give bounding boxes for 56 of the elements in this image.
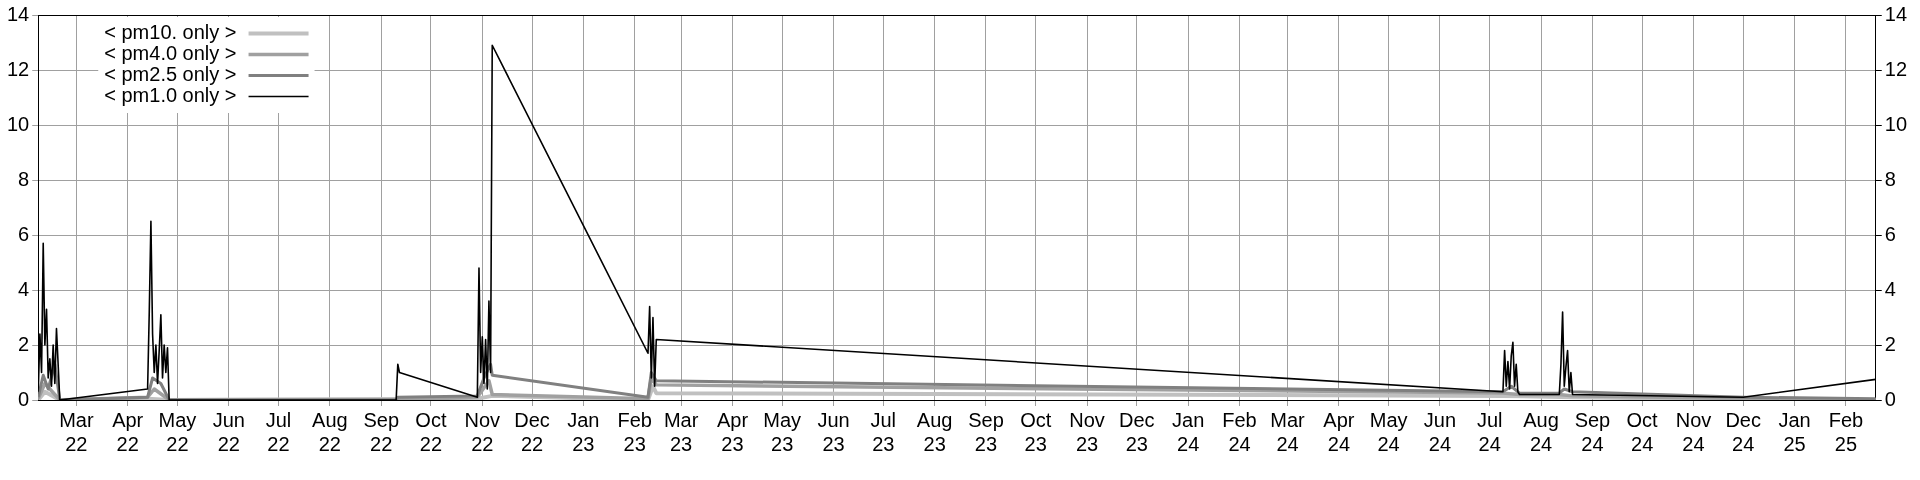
y-tick-label: 0 bbox=[18, 387, 30, 410]
y2-tick-label: 2 bbox=[1884, 332, 1896, 355]
y-tick-label: 8 bbox=[18, 167, 30, 190]
x-tick-label: Apr 22 bbox=[112, 408, 144, 455]
x-tick-label: Dec 24 bbox=[1725, 408, 1761, 455]
y2-tick-label: 14 bbox=[1884, 2, 1907, 25]
x-tick-label: Jun 22 bbox=[212, 408, 245, 455]
x-tick-label: Jul 22 bbox=[265, 408, 292, 455]
legend-label: < pm4.0 only > bbox=[104, 42, 237, 65]
x-tick-label: Sep 22 bbox=[363, 408, 400, 455]
x-tick-label: Jan 24 bbox=[1172, 408, 1205, 455]
x-tick-label: Apr 24 bbox=[1323, 408, 1355, 455]
y-tick-label: 6 bbox=[18, 222, 30, 245]
x-tick-label: Jan 25 bbox=[1778, 408, 1811, 455]
x-tick-label: Oct 22 bbox=[415, 408, 447, 455]
y2-tick-label: 8 bbox=[1884, 167, 1896, 190]
x-tick-label: Mar 24 bbox=[1270, 408, 1306, 455]
x-tick-label: Aug 23 bbox=[916, 408, 953, 455]
x-tick-label: May 22 bbox=[158, 408, 197, 455]
x-tick-label: Nov 22 bbox=[464, 408, 501, 455]
x-tick-label: Jul 23 bbox=[870, 408, 897, 455]
x-tick-label: Jun 24 bbox=[1423, 408, 1457, 455]
y-tick-label: 10 bbox=[7, 112, 30, 135]
x-tick-label: Jul 24 bbox=[1476, 408, 1503, 455]
y2-tick-label: 6 bbox=[1884, 222, 1896, 245]
x-tick-label: Apr 23 bbox=[716, 408, 749, 455]
x-tick-label: Aug 24 bbox=[1523, 408, 1559, 455]
x-tick-label: Jun 23 bbox=[817, 408, 850, 455]
y-tick-label: 12 bbox=[7, 57, 30, 80]
x-tick-label: Nov 23 bbox=[1069, 408, 1105, 455]
x-tick-label: May 24 bbox=[1369, 408, 1408, 455]
x-tick-label: Dec 22 bbox=[514, 408, 550, 455]
y2-tick-label: 0 bbox=[1884, 387, 1896, 410]
x-tick-label: Oct 23 bbox=[1020, 408, 1052, 455]
y-tick-label: 4 bbox=[18, 277, 30, 300]
x-tick-label: Aug 22 bbox=[312, 408, 348, 455]
x-tick-label: May 23 bbox=[763, 408, 802, 455]
legend-label: < pm10. only > bbox=[104, 21, 237, 44]
legend-label: < pm1.0 only > bbox=[104, 84, 237, 107]
x-tick-label: Feb 25 bbox=[1828, 408, 1864, 455]
x-tick-label: Sep 24 bbox=[1574, 408, 1611, 455]
y2-tick-label: 4 bbox=[1884, 277, 1896, 300]
y2-tick-label: 10 bbox=[1884, 112, 1907, 135]
legend-label: < pm2.5 only > bbox=[104, 63, 237, 86]
x-tick-label: Jan 23 bbox=[567, 408, 600, 455]
x-tick-label: Feb 24 bbox=[1222, 408, 1257, 455]
y-tick-label: 2 bbox=[18, 332, 30, 355]
x-tick-label: Mar 23 bbox=[663, 408, 699, 455]
y-tick-label: 14 bbox=[7, 2, 30, 25]
x-tick-label: Nov 24 bbox=[1675, 408, 1712, 455]
x-tick-label: Dec 23 bbox=[1118, 408, 1155, 455]
x-tick-label: Sep 23 bbox=[968, 408, 1004, 455]
x-tick-label: Oct 24 bbox=[1626, 408, 1659, 455]
x-tick-label: Mar 22 bbox=[59, 408, 94, 455]
y2-tick-label: 12 bbox=[1884, 57, 1907, 80]
x-tick-label: Feb 23 bbox=[617, 408, 652, 455]
